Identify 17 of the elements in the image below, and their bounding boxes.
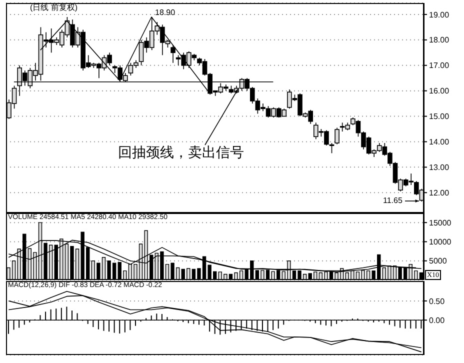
annotation: 11.65 <box>383 196 402 206</box>
y-tick-label: 18.00 <box>429 36 450 45</box>
y-tick-label: 16.00 <box>429 86 450 96</box>
y-tick-label: 0.50 <box>429 296 446 306</box>
y-tick-label: 19.00 <box>429 10 450 20</box>
y-tick-label: 15.00 <box>429 112 450 122</box>
y-tick-label: 17.00 <box>429 61 450 70</box>
y-tick-label: 12.00 <box>429 188 450 198</box>
y-tick-label: 13.00 <box>429 163 450 172</box>
chart-title: (日线 前复权) <box>30 3 78 13</box>
y-tick-label: 0.00 <box>429 316 446 325</box>
y-tick-label: 15000 <box>429 218 452 228</box>
y-tick-label: 10000 <box>429 238 452 247</box>
annotation: 18.90 <box>155 8 176 18</box>
y-tick-label: 14.00 <box>429 138 450 147</box>
y-tick-label: 5000 <box>429 256 448 266</box>
annotation: 回抽颈线，卖出信号 <box>118 146 244 163</box>
